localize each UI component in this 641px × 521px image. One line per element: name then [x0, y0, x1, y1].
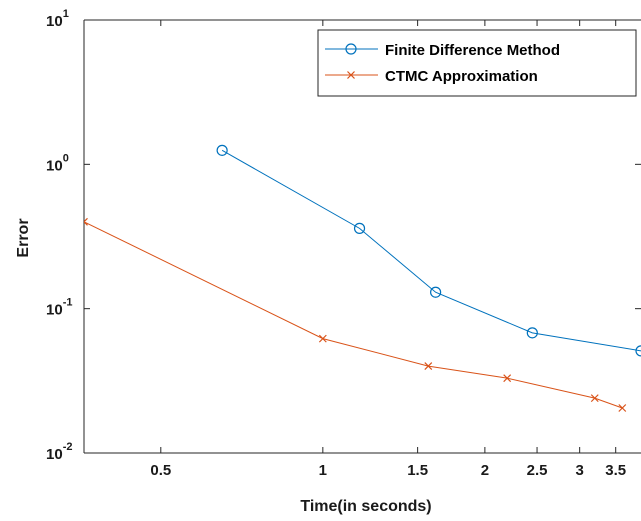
data-point-1-1-stroke-b — [318, 334, 327, 343]
x-axis-title: Time(in seconds) — [300, 498, 431, 515]
data-point-1-0-stroke-a — [84, 220, 88, 226]
series-1 — [84, 217, 627, 412]
data-point-0-0 — [216, 144, 228, 156]
series-0 — [216, 144, 641, 357]
data-point-0-2 — [430, 286, 442, 298]
series-layer — [84, 144, 641, 412]
legend-box — [317, 29, 637, 97]
data-point-1-1 — [318, 334, 327, 343]
legend-marker-1-stroke-b — [347, 71, 355, 79]
series-line-0 — [221, 149, 641, 352]
y-tick-label: 10-2 — [46, 441, 72, 463]
y-axis-title: Error — [15, 218, 32, 257]
plot-frame — [83, 19, 641, 454]
data-point-1-5 — [618, 404, 627, 412]
x-tick-label: 2 — [481, 462, 489, 479]
legend-marker-1 — [347, 71, 355, 79]
x-tick-label: 1 — [319, 462, 327, 479]
data-point-0-1 — [353, 222, 366, 234]
y-tick-label: 101 — [46, 8, 69, 30]
legend-entry-finite-difference — [325, 43, 378, 55]
tick-layer: 0.5 1 1.5 2 2.5 3 3.5 10-2 10-1 100 101 — [46, 8, 641, 479]
data-point-0-4 — [635, 345, 641, 357]
data-point-1-2 — [424, 362, 433, 371]
x-tick-label: 1.5 — [407, 462, 428, 479]
data-point-1-0 — [84, 217, 88, 226]
x-tick-label: 3.5 — [605, 462, 626, 479]
legend-label-ctmc: CTMC Approximation — [385, 68, 538, 85]
x-tick-label: 0.5 — [150, 462, 171, 479]
data-point-1-3-stroke-b — [503, 374, 512, 383]
data-point-1-4-stroke-b — [590, 394, 599, 403]
data-point-1-4 — [590, 394, 599, 403]
data-point-1-0-stroke-b — [84, 217, 88, 223]
legend-entry-ctmc — [325, 71, 378, 79]
x-tick-label: 3 — [575, 462, 583, 479]
y-tick-label: 10-1 — [46, 297, 72, 319]
legend: Finite Difference Method CTMC Approximat… — [317, 29, 637, 97]
data-point-1-5-stroke-b — [618, 404, 627, 412]
legend-marker-0 — [345, 43, 357, 55]
series-line-1 — [84, 221, 623, 409]
legend-label-finite-difference: Finite Difference Method — [385, 42, 560, 59]
y-tick-label: 100 — [46, 152, 69, 174]
x-tick-label: 2.5 — [527, 462, 548, 479]
data-point-1-2-stroke-b — [424, 362, 433, 371]
data-point-0-3 — [526, 327, 538, 339]
data-point-1-3 — [503, 374, 512, 383]
